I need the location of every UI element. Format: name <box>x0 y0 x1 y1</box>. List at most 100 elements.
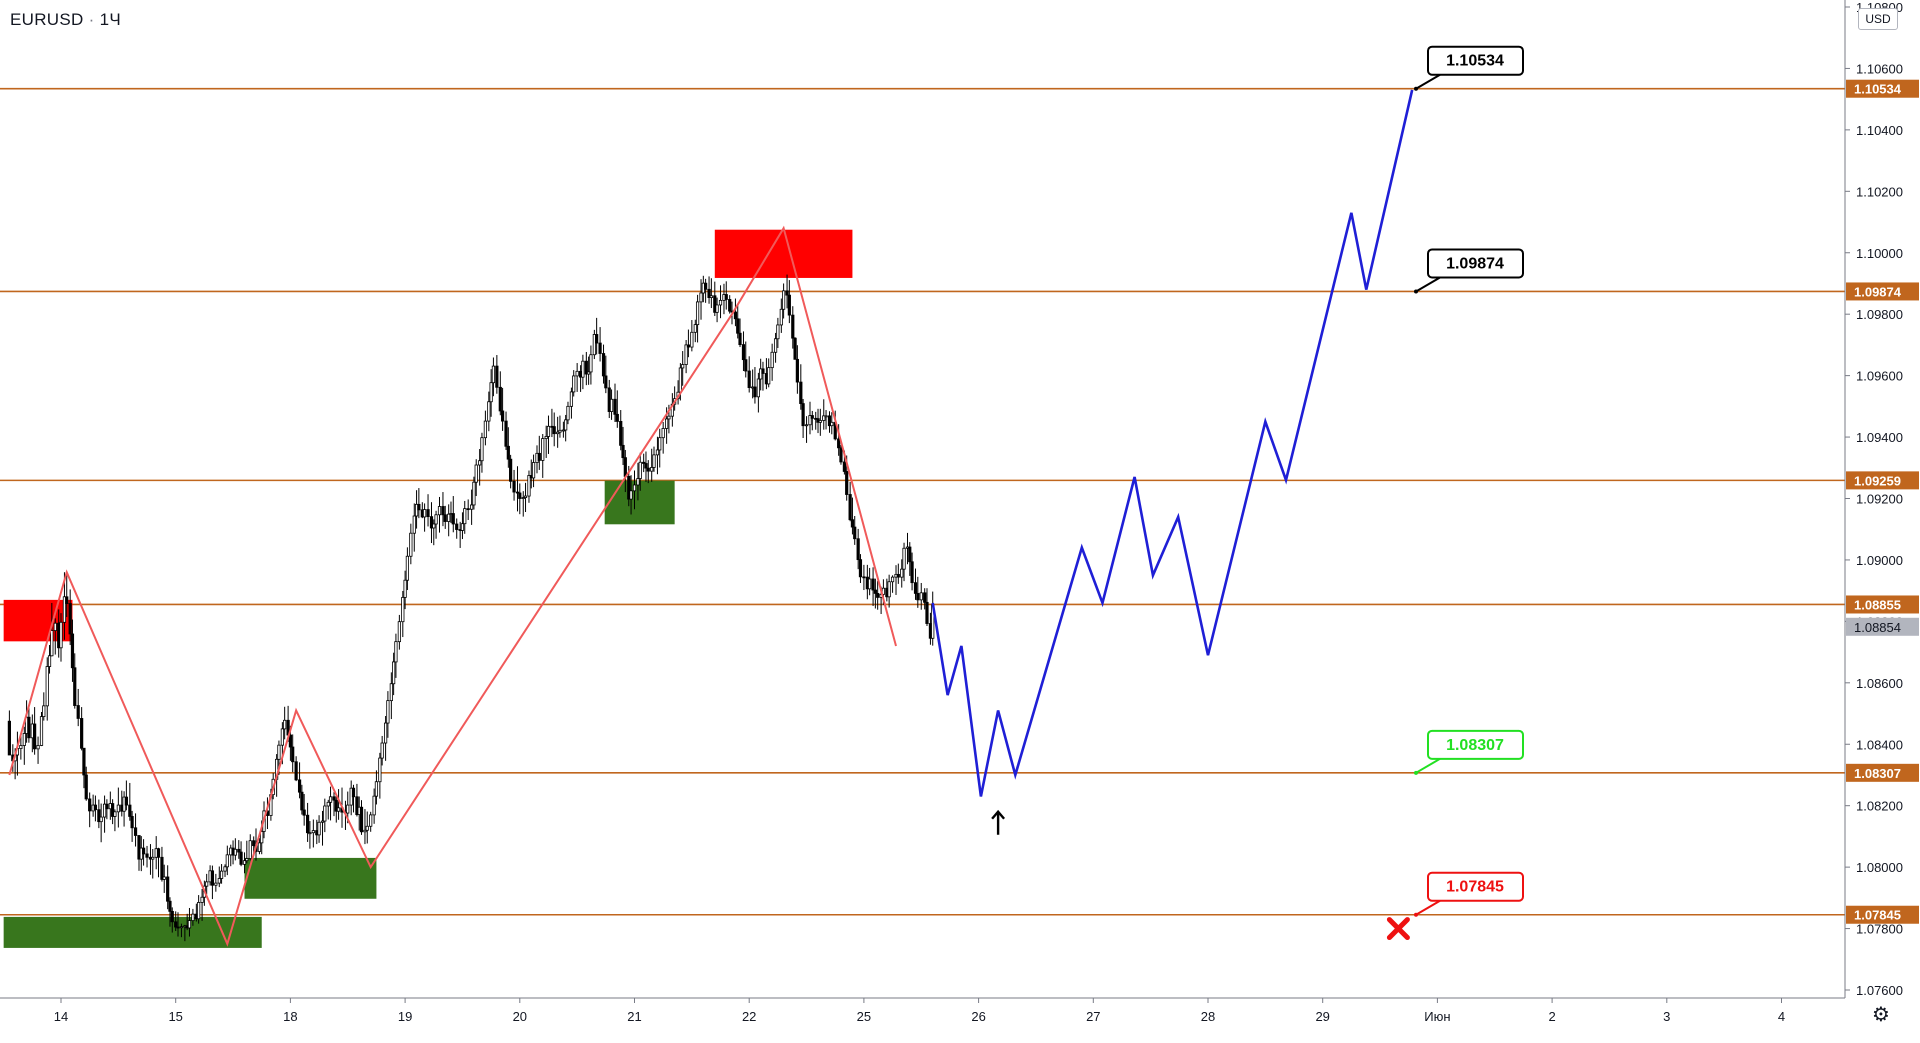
level-tag-text: 1.07845 <box>1854 908 1901 923</box>
candle <box>785 274 789 309</box>
price-callout[interactable]: 1.08307 <box>1414 729 1524 775</box>
candle-body <box>245 858 249 862</box>
currency-badge[interactable]: USD <box>1858 8 1898 30</box>
plot-background <box>0 0 1845 998</box>
candle-body <box>455 523 459 530</box>
level-price-tag[interactable]: 1.08307 <box>1846 763 1919 782</box>
callout-box <box>1427 248 1524 279</box>
candle-body <box>868 578 872 590</box>
candle-body <box>39 716 44 746</box>
candle-body <box>604 375 608 389</box>
candle-body <box>581 360 585 378</box>
candle <box>302 794 306 826</box>
candle <box>913 568 918 600</box>
candle <box>378 752 382 799</box>
x-tick-label: 27 <box>1086 1009 1100 1024</box>
candle-body <box>50 630 54 657</box>
current-price-tag[interactable]: 1.08854 <box>1846 617 1919 636</box>
demand-zone[interactable] <box>244 857 377 899</box>
candle-body <box>770 351 774 369</box>
candle <box>65 575 69 618</box>
price-callout[interactable]: 1.10534 <box>1414 45 1524 91</box>
x-tick-label: 4 <box>1778 1009 1785 1024</box>
level-price-tag[interactable]: 1.09259 <box>1846 471 1919 490</box>
level-tag-text: 1.08307 <box>1854 766 1901 781</box>
candle <box>242 852 247 874</box>
demand-zone[interactable] <box>604 480 675 525</box>
candle <box>887 574 891 608</box>
candle-body <box>601 353 606 377</box>
candle <box>868 567 872 596</box>
candle <box>575 363 579 392</box>
candle <box>166 865 170 910</box>
candle <box>88 792 92 828</box>
candle <box>495 355 499 394</box>
candle <box>715 297 719 323</box>
candle <box>584 351 588 386</box>
candle-body <box>808 415 812 426</box>
candle-body <box>239 851 243 865</box>
symbol-title[interactable]: EURUSD · 1Ч <box>10 10 121 30</box>
level-tag-text: 1.09874 <box>1854 284 1902 299</box>
callout-box <box>1427 871 1524 902</box>
candle-body <box>111 803 115 817</box>
cross-stroke <box>1386 917 1410 941</box>
projection-path[interactable] <box>931 89 1414 797</box>
candle <box>429 502 434 544</box>
candle <box>225 845 229 876</box>
candle <box>500 387 505 431</box>
candle <box>355 783 359 817</box>
candle <box>621 426 625 466</box>
y-tick-label: 1.08000 <box>1856 860 1903 875</box>
level-price-tag[interactable]: 1.07845 <box>1846 905 1919 924</box>
candle <box>405 547 409 591</box>
candle <box>351 784 356 813</box>
candle <box>460 512 465 540</box>
candle-body <box>509 458 513 482</box>
candle-body <box>277 744 281 760</box>
candle-body <box>225 854 229 868</box>
level-price-tag[interactable]: 1.10534 <box>1846 79 1919 98</box>
candle-body <box>556 431 560 435</box>
zigzag-line[interactable] <box>8 225 897 947</box>
candle <box>791 306 795 349</box>
candle-body <box>521 497 525 499</box>
candle-body <box>707 288 711 298</box>
supply-zone[interactable] <box>714 229 853 278</box>
candle-body <box>896 573 900 578</box>
candle <box>297 762 302 799</box>
y-tick-label: 1.08600 <box>1856 676 1903 691</box>
callout-pointer <box>1415 757 1441 774</box>
candle <box>619 410 623 451</box>
price-callout[interactable]: 1.07845 <box>1414 871 1524 917</box>
candle-body <box>575 370 579 377</box>
candle-body <box>73 667 77 706</box>
candle <box>569 387 574 419</box>
candle <box>589 345 593 385</box>
candle <box>386 691 390 738</box>
candle <box>756 372 760 413</box>
price-callout[interactable]: 1.09874 <box>1414 248 1524 294</box>
candle <box>853 516 857 545</box>
candle-body <box>88 798 92 812</box>
candle-body <box>699 292 703 303</box>
y-tick-label: 1.09400 <box>1856 430 1903 445</box>
candle <box>291 734 295 773</box>
candle <box>782 283 786 319</box>
level-price-tag[interactable]: 1.08855 <box>1846 595 1919 614</box>
level-price-tag[interactable]: 1.09874 <box>1846 282 1919 301</box>
candle <box>141 839 146 866</box>
candle <box>923 588 927 610</box>
callout-text: 1.08307 <box>1446 737 1504 754</box>
candle-body <box>552 426 556 435</box>
level-tag-text: 1.10534 <box>1854 82 1902 97</box>
gear-icon[interactable]: ⚙ <box>1872 1004 1890 1026</box>
candle <box>394 633 398 678</box>
candle <box>515 466 520 512</box>
candle <box>70 619 75 682</box>
x-tick-label: 14 <box>54 1009 68 1024</box>
candle <box>359 800 364 835</box>
x-tick-label: Июн <box>1424 1009 1450 1024</box>
